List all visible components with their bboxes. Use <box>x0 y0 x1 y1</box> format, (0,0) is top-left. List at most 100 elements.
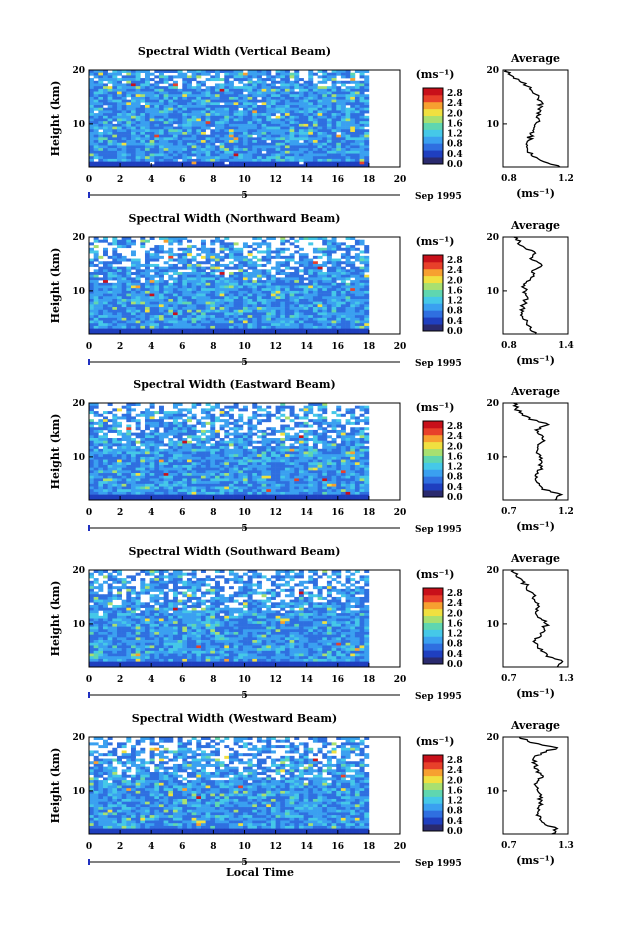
heatmap-cell <box>359 320 365 324</box>
heatmap-cell <box>340 99 346 103</box>
heatmap-cell <box>326 296 332 300</box>
heatmap-cell <box>140 315 146 319</box>
heatmap-cell <box>308 272 314 276</box>
heatmap-cell <box>289 312 295 316</box>
heatmap-cell <box>163 459 169 463</box>
heatmap-cell <box>168 274 174 278</box>
heatmap-cell <box>247 263 253 267</box>
heatmap-cell <box>238 145 244 149</box>
heatmap-cell <box>280 161 286 165</box>
heatmap-cell <box>275 309 281 313</box>
heatmap-cell <box>238 269 244 273</box>
heatmap-cell <box>308 405 314 409</box>
heatmap-cell <box>140 413 146 417</box>
heatmap-cell <box>266 261 272 265</box>
heatmap-cell <box>350 459 356 463</box>
heatmap-cell <box>224 123 230 127</box>
heatmap-cell <box>294 272 300 276</box>
heatmap-cell <box>103 239 108 243</box>
heatmap-cell <box>172 86 178 90</box>
heatmap-cell <box>242 309 248 313</box>
heatmap-cell <box>196 443 202 447</box>
heatmap-cell <box>317 432 323 436</box>
heatmap-cell <box>121 99 127 103</box>
heatmap-cell <box>107 274 113 278</box>
heatmap-cell <box>200 107 206 111</box>
heatmap-cell <box>364 416 370 420</box>
heatmap-cell <box>103 150 108 154</box>
heatmap-cell <box>149 280 155 284</box>
heatmap-cell <box>266 242 272 246</box>
heatmap-cell <box>186 309 192 313</box>
heatmap-cell <box>196 451 202 455</box>
heatmap-cell <box>312 137 318 141</box>
heatmap-cell <box>317 99 323 103</box>
heatmap-cell <box>345 131 351 135</box>
heatmap-cell <box>214 140 220 144</box>
heatmap-cell <box>191 315 197 319</box>
heatmap-cell <box>233 70 239 73</box>
heatmap-cell <box>294 328 300 332</box>
heatmap-cell <box>116 153 122 157</box>
heatmap-cell <box>191 432 197 436</box>
heatmap-cell <box>317 158 323 162</box>
heatmap-cell <box>303 301 309 305</box>
heatmap-cell <box>89 288 94 292</box>
heatmap-cell <box>224 72 230 76</box>
heatmap-cell <box>233 315 239 319</box>
heatmap-cell <box>98 105 104 109</box>
heatmap-cell <box>168 75 174 79</box>
heatmap-cell <box>163 443 169 447</box>
heatmap-cell <box>270 121 276 125</box>
heatmap-cell <box>172 290 178 294</box>
heatmap-cell <box>112 99 118 103</box>
heatmap-cell <box>326 290 332 294</box>
heatmap-cell <box>317 237 323 240</box>
heatmap-cell <box>172 459 178 463</box>
heatmap-cell <box>242 83 248 87</box>
heatmap-cell <box>130 105 136 109</box>
heatmap-cell <box>214 115 220 119</box>
heatmap-cell <box>107 323 113 327</box>
heatmap-cell <box>172 83 178 87</box>
heatmap-cell <box>312 331 318 335</box>
heatmap-cell <box>261 145 267 149</box>
heatmap-cell <box>275 121 281 125</box>
heatmap-cell <box>256 421 262 425</box>
heatmap-cell <box>98 115 104 119</box>
heatmap-cell <box>350 126 356 130</box>
heatmap-cell <box>144 293 150 297</box>
heatmap-cell <box>172 94 178 98</box>
heatmap-cell <box>205 451 211 455</box>
heatmap-cell <box>280 110 286 114</box>
heatmap-cell <box>256 272 262 276</box>
heatmap-cell <box>210 115 216 119</box>
heatmap-cell <box>261 435 267 439</box>
heatmap-cell <box>130 123 136 127</box>
heatmap-cell <box>168 253 174 257</box>
heatmap-cell <box>266 91 272 95</box>
heatmap-cell <box>98 255 104 259</box>
heatmap-cell <box>103 435 108 439</box>
heatmap-cell <box>107 429 113 433</box>
heatmap-cell <box>331 277 337 281</box>
heatmap-cell <box>98 325 104 329</box>
heatmap-cell <box>219 408 225 412</box>
heatmap-cell <box>280 448 286 452</box>
heatmap-cell <box>233 150 239 154</box>
heatmap-cell <box>294 96 300 100</box>
heatmap-cell <box>354 293 360 297</box>
heatmap-cell <box>135 94 141 98</box>
heatmap-cell <box>294 440 300 444</box>
heatmap-cell <box>336 277 342 281</box>
heatmap-cell <box>238 328 244 332</box>
heatmap-cell <box>275 88 281 92</box>
heatmap-cell <box>191 102 197 106</box>
heatmap-cell <box>210 331 216 335</box>
heatmap-cell <box>144 253 150 257</box>
heatmap-cell <box>116 145 122 149</box>
heatmap-cell <box>266 413 272 417</box>
heatmap-cell <box>238 110 244 114</box>
heatmap-cell <box>354 131 360 135</box>
heatmap-cell <box>144 113 150 117</box>
